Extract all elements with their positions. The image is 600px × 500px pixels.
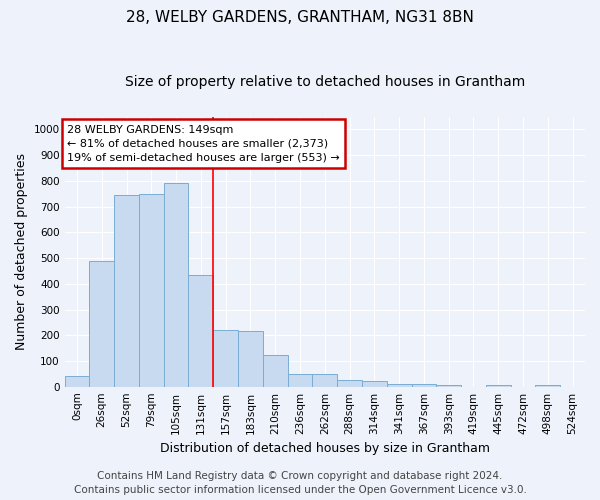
Bar <box>164 184 188 386</box>
Bar <box>188 275 213 386</box>
Text: 28 WELBY GARDENS: 149sqm
← 81% of detached houses are smaller (2,373)
19% of sem: 28 WELBY GARDENS: 149sqm ← 81% of detach… <box>67 124 340 162</box>
Bar <box>535 384 560 386</box>
Title: Size of property relative to detached houses in Grantham: Size of property relative to detached ho… <box>125 75 525 89</box>
Bar <box>412 384 436 386</box>
Bar <box>313 374 337 386</box>
Bar <box>89 260 114 386</box>
Bar <box>436 384 461 386</box>
Bar <box>213 330 238 386</box>
Text: 28, WELBY GARDENS, GRANTHAM, NG31 8BN: 28, WELBY GARDENS, GRANTHAM, NG31 8BN <box>126 10 474 25</box>
Text: Contains HM Land Registry data © Crown copyright and database right 2024.
Contai: Contains HM Land Registry data © Crown c… <box>74 471 526 495</box>
Bar <box>486 385 511 386</box>
Bar <box>387 384 412 386</box>
Bar <box>65 376 89 386</box>
Y-axis label: Number of detached properties: Number of detached properties <box>15 153 28 350</box>
Bar <box>263 354 287 386</box>
Bar <box>337 380 362 386</box>
Bar <box>362 381 387 386</box>
Bar <box>238 332 263 386</box>
Bar <box>139 194 164 386</box>
Bar <box>114 195 139 386</box>
Bar <box>287 374 313 386</box>
X-axis label: Distribution of detached houses by size in Grantham: Distribution of detached houses by size … <box>160 442 490 455</box>
